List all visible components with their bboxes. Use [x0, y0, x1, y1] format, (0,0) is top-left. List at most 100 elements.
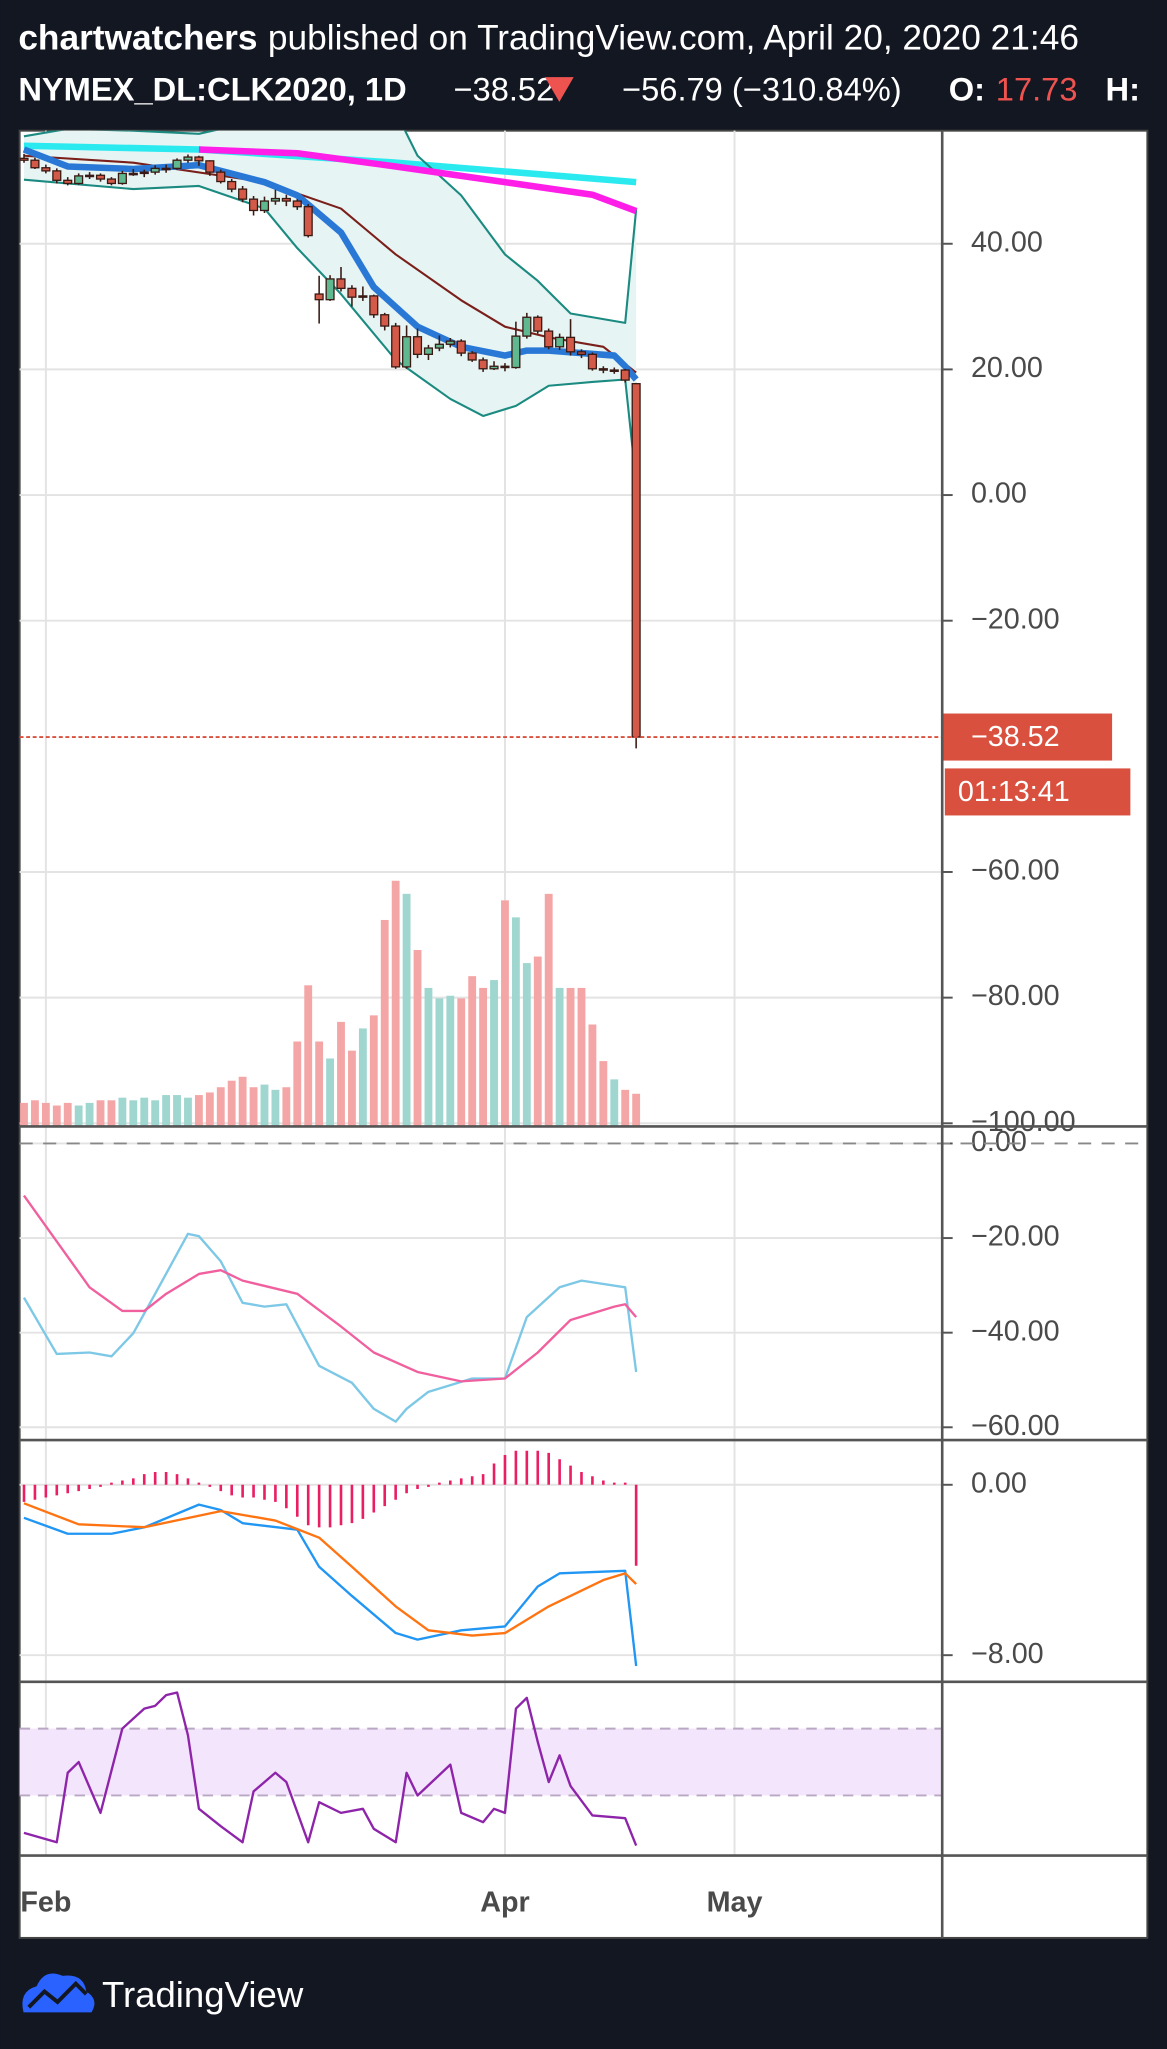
volume-bar: [358, 1028, 367, 1127]
candle-body: [412, 336, 423, 355]
volume-bar: [511, 917, 520, 1127]
candle-body: [369, 295, 379, 316]
indicator-line: [23, 154, 637, 374]
indicator-line: [22, 1194, 638, 1383]
candle-body: [533, 316, 543, 332]
candle-body: [402, 336, 412, 368]
candle-body: [347, 287, 357, 298]
volume-bar: [85, 1102, 94, 1127]
indicator-line: [23, 142, 637, 186]
x-tick-label: Apr: [480, 1887, 530, 1919]
volume-bar: [151, 1100, 160, 1127]
countdown: 01:13:41: [958, 776, 1070, 808]
candle-body: [172, 159, 182, 170]
volume-bar: [402, 893, 411, 1127]
volume-bar: [533, 956, 542, 1127]
y-tick-label: −40.00: [971, 1315, 1060, 1347]
volume-bar: [129, 1100, 138, 1127]
volume-bar: [216, 1087, 225, 1127]
candle-body: [314, 293, 324, 301]
candle-body: [434, 343, 444, 349]
volume-bar: [282, 1087, 291, 1127]
volume-bar: [271, 1089, 280, 1127]
y-tick-label: −60.00: [971, 1410, 1060, 1442]
volume-bar: [337, 1021, 345, 1127]
price-label: −38.52: [971, 721, 1060, 753]
candle-body: [139, 171, 149, 175]
candle-body: [587, 353, 597, 370]
candle-body: [41, 167, 51, 172]
volume-bar: [468, 976, 477, 1127]
change: −56.79 (−310.84%): [622, 71, 902, 108]
last-price: −38.52: [453, 71, 554, 108]
volume-bar: [610, 1079, 619, 1127]
candle-body: [631, 383, 641, 738]
volume-bar: [566, 987, 575, 1127]
candle-body: [544, 330, 554, 348]
candle-body: [52, 170, 62, 181]
candle-body: [325, 278, 335, 301]
symbol: NYMEX_DL:CLK2020, 1D: [18, 71, 406, 108]
candle-body: [161, 167, 171, 171]
indicator-line: [23, 1502, 637, 1637]
candle-body: [259, 200, 270, 212]
volume-bar: [621, 1089, 630, 1127]
candle-body: [63, 179, 73, 185]
x-tick-label: Feb: [20, 1887, 71, 1919]
band-fill: [24, 130, 637, 483]
volume-bar: [227, 1080, 236, 1127]
volume-bar: [577, 987, 586, 1127]
price-label-box: [942, 713, 1113, 761]
indicator-line: [23, 130, 638, 324]
candle-body: [489, 365, 499, 370]
published: published on TradingView.com, April 20, …: [268, 19, 1079, 58]
author: chartwatchers: [18, 19, 257, 58]
candle-body: [150, 167, 160, 173]
x-tick-label: May: [707, 1887, 763, 1919]
candle-body: [227, 180, 237, 190]
volume-bar: [184, 1097, 192, 1127]
volume-bar: [238, 1076, 247, 1127]
volume-bar: [205, 1092, 214, 1127]
candle-body: [511, 335, 521, 369]
candle-body: [467, 352, 477, 361]
volume-bar: [544, 893, 553, 1127]
down-arrow: [544, 77, 574, 102]
candle-body: [620, 369, 630, 381]
candle-body: [281, 197, 291, 202]
high-label: H:: [1106, 71, 1140, 108]
volume-bar: [446, 995, 455, 1127]
open-value: 17.73: [996, 71, 1078, 108]
candle-body: [30, 159, 40, 169]
candle-body: [183, 156, 193, 161]
logo-line: [27, 1980, 88, 2009]
volume-bar: [293, 1041, 302, 1127]
volume-bar: [260, 1084, 269, 1127]
indicator-line: [23, 1691, 638, 1846]
volume-bar: [599, 1061, 608, 1127]
candle-body: [380, 314, 390, 327]
y-tick-label: −8.00: [971, 1638, 1044, 1670]
volume-bar: [501, 900, 509, 1127]
candle-body: [358, 295, 368, 298]
candle-body: [106, 178, 117, 185]
indicator-line: [23, 178, 638, 483]
candle-body: [205, 160, 215, 173]
candle-body: [85, 174, 95, 178]
candle-body: [303, 206, 313, 237]
candle-body: [128, 172, 138, 176]
volume-bar: [173, 1095, 181, 1127]
candle-body: [598, 368, 608, 371]
volume-bar: [555, 987, 564, 1127]
countdown-box: [944, 768, 1131, 816]
y-tick-label: −20.00: [971, 1221, 1060, 1253]
candle-body: [500, 365, 510, 369]
indicator-line: [198, 146, 638, 215]
volume-bar: [194, 1095, 203, 1127]
candle-body: [216, 171, 226, 183]
candle-body: [555, 336, 565, 348]
candle-body: [565, 336, 576, 353]
candle-body: [609, 369, 619, 372]
